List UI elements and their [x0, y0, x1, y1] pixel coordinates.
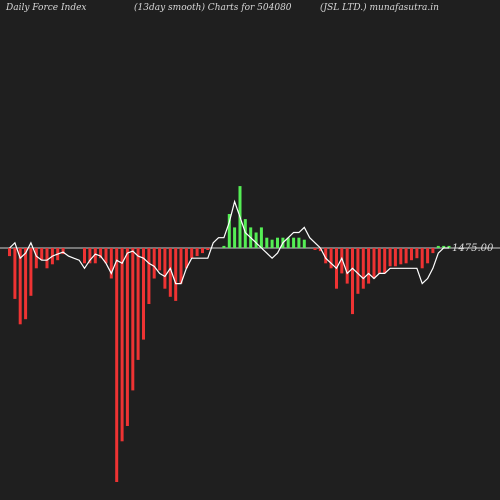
force-bar: [345, 248, 349, 284]
force-bar: [184, 248, 188, 269]
force-bar: [227, 214, 231, 248]
force-bar: [415, 248, 419, 259]
force-bar: [254, 232, 258, 248]
force-bar: [8, 248, 11, 257]
force-bar: [136, 248, 140, 360]
force-bar: [83, 248, 86, 264]
chart-header-middle: (13day smooth) Charts for 504080: [134, 2, 292, 13]
force-bar: [115, 248, 119, 482]
force-bar: [163, 248, 167, 289]
force-bar: [356, 248, 360, 294]
force-bar: [361, 248, 365, 289]
force-bar: [179, 248, 183, 284]
force-bar: [222, 245, 226, 248]
zero-level-label: 1475.00: [452, 243, 494, 254]
force-bar: [286, 237, 290, 248]
force-bar: [276, 237, 279, 248]
force-bar: [399, 248, 403, 265]
force-bar: [351, 248, 354, 315]
force-bar: [270, 239, 274, 248]
force-bar: [313, 248, 317, 250]
force-bar: [109, 248, 113, 279]
force-bar: [297, 237, 301, 248]
force-bar: [329, 248, 333, 269]
force-bar: [367, 248, 371, 284]
force-bar: [388, 248, 392, 267]
force-bar: [340, 248, 344, 274]
force-bar: [233, 227, 237, 248]
force-bar: [436, 245, 440, 248]
force-bar: [190, 248, 194, 259]
force-bar: [88, 248, 92, 264]
force-bar: [13, 248, 17, 299]
force-bar: [168, 248, 172, 297]
force-bar: [147, 248, 151, 304]
force-bar: [201, 248, 204, 254]
force-bar: [142, 248, 145, 340]
force-bar: [431, 248, 435, 254]
force-bar: [125, 248, 129, 426]
force-bar: [61, 248, 65, 255]
force-bar: [18, 248, 22, 325]
force-bar: [372, 248, 376, 279]
force-bar: [377, 248, 381, 274]
force-bar: [195, 248, 199, 257]
force-bar: [158, 248, 162, 271]
force-bar: [442, 245, 446, 248]
force-bar: [45, 248, 49, 269]
force-bar: [393, 248, 397, 267]
force-bar: [383, 248, 387, 274]
force-bar: [99, 248, 103, 259]
force-bar: [324, 248, 328, 264]
force-bar: [447, 245, 451, 248]
force-bar: [152, 248, 156, 279]
force-bar: [40, 248, 44, 261]
chart-header-right: (JSL LTD.) munafasutra.in: [320, 2, 439, 13]
force-bar: [29, 248, 33, 296]
force-bar: [302, 239, 306, 248]
force-bar: [93, 248, 97, 264]
force-bar: [131, 248, 135, 391]
force-bar: [34, 248, 38, 269]
force-bar: [120, 248, 124, 442]
force-bar: [104, 248, 108, 264]
force-bar: [243, 219, 247, 248]
force-bar: [265, 237, 269, 248]
force-bar: [318, 248, 322, 252]
force-bar: [174, 248, 178, 301]
force-bar: [24, 248, 28, 320]
force-bar: [410, 248, 413, 261]
force-bar: [206, 248, 210, 250]
force-bar: [420, 248, 424, 269]
force-bar: [404, 248, 408, 264]
force-bar: [259, 227, 263, 248]
force-bars: [8, 186, 451, 482]
force-bar: [426, 248, 430, 264]
smooth-line: [9, 199, 449, 285]
force-bar: [292, 237, 296, 248]
chart-header-left: Daily Force Index: [5, 3, 87, 13]
